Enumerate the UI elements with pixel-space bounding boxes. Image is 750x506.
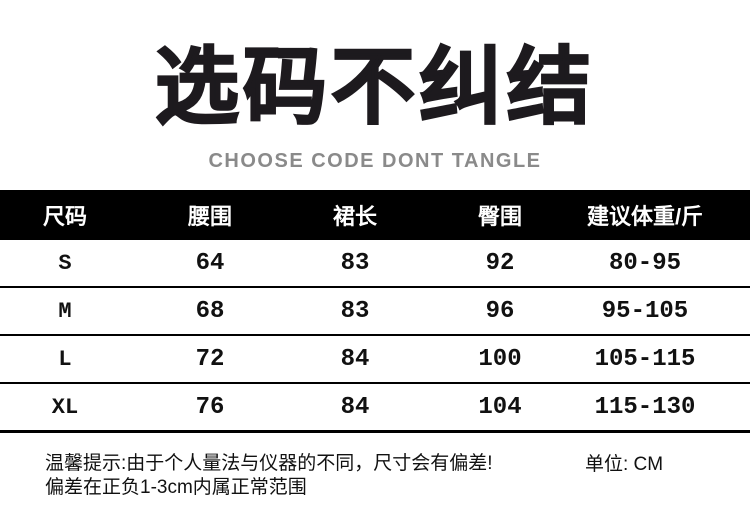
page-subtitle: CHOOSE CODE DONT TANGLE [208, 150, 542, 172]
footer-note-line1: 温馨提示:由于个人量法与仪器的不同，尺寸会有偏差! [45, 453, 493, 474]
cell-hip: 96 [420, 287, 580, 336]
cell-waist: 72 [130, 335, 290, 384]
size-chart-table: 尺码 腰围 裙长 臀围 建议体重/斤 S 64 83 92 80-95 M 68… [0, 190, 750, 433]
table-header-row: 尺码 腰围 裙长 臀围 建议体重/斤 [0, 190, 750, 240]
table-row-m: M 68 83 96 95-105 [0, 287, 750, 336]
unit-label: 单位: CM [585, 454, 664, 475]
cell-waist: 64 [130, 240, 290, 288]
cell-hip: 92 [420, 240, 580, 288]
column-header-size: 尺码 [0, 190, 130, 240]
cell-hip: 104 [420, 383, 580, 433]
footer-note-line2: 偏差在正负1-3cm内属正常范围 [45, 477, 307, 498]
cell-hip: 100 [420, 335, 580, 384]
column-header-waist: 腰围 [130, 190, 290, 240]
table-row-s: S 64 83 92 80-95 [0, 240, 750, 288]
cell-size: XL [0, 383, 130, 433]
table-row-xl: XL 76 84 104 115-130 [0, 383, 750, 433]
table-row-l: L 72 84 100 105-115 [0, 335, 750, 384]
column-header-weight: 建议体重/斤 [580, 190, 750, 240]
cell-skirt-length: 84 [290, 383, 420, 433]
cell-weight: 95-105 [580, 287, 750, 336]
cell-waist: 68 [130, 287, 290, 336]
cell-skirt-length: 83 [290, 240, 420, 288]
column-header-hip: 臀围 [420, 190, 580, 240]
cell-weight: 105-115 [580, 335, 750, 384]
cell-weight: 115-130 [580, 383, 750, 433]
cell-waist: 76 [130, 383, 290, 433]
cell-size: L [0, 335, 130, 384]
column-header-skirt-length: 裙长 [290, 190, 420, 240]
cell-weight: 80-95 [580, 240, 750, 288]
cell-skirt-length: 84 [290, 335, 420, 384]
cell-size: M [0, 287, 130, 336]
cell-size: S [0, 240, 130, 288]
cell-skirt-length: 83 [290, 287, 420, 336]
footer: 温馨提示:由于个人量法与仪器的不同，尺寸会有偏差! 偏差在正负1-3cm内属正常… [0, 452, 750, 500]
page-title: 选码不纠结 [154, 39, 595, 135]
